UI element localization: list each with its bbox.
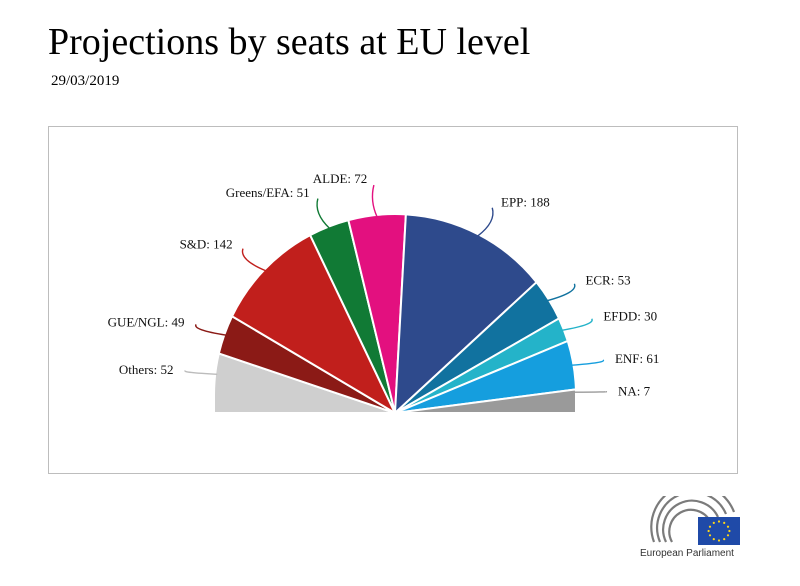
- connector-alde: [371, 184, 378, 218]
- connector-greens-efa: [316, 198, 331, 229]
- connector-ecr: [546, 283, 576, 302]
- connector-epp: [477, 207, 494, 237]
- chart-frame: Others: 52 GUE/NGL: 49 S&D: 142 Greens/EFA:…: [48, 126, 738, 474]
- slice-epp: [393, 213, 538, 416]
- label-na: NA: 7: [618, 384, 651, 399]
- label-ecr: ECR: 53: [585, 273, 630, 288]
- connector-enf: [571, 359, 605, 366]
- label-epp: EPP: 188: [501, 194, 550, 209]
- label-alde: ALDE: 72: [313, 171, 368, 186]
- parliament-emblem-icon: [650, 483, 740, 545]
- label-others: Others: 52: [119, 362, 174, 377]
- connector-gue-ngl: [195, 324, 227, 336]
- label-enf: ENF: 61: [615, 351, 659, 366]
- hemicycle-chart: Others: 52 GUE/NGL: 49 S&D: 142 Greens/EFA:…: [108, 171, 659, 416]
- label-s-d: S&D: 142: [180, 236, 233, 251]
- label-efdd: EFDD: 30: [603, 309, 657, 324]
- european-parliament-logo: European Parliament: [640, 483, 752, 566]
- label-greens-efa: Greens/EFA: 51: [226, 185, 310, 200]
- connector-others: [184, 369, 218, 376]
- logo-text: European Parliament: [640, 548, 734, 559]
- connector-s-d: [241, 248, 267, 272]
- connector-efdd: [561, 318, 593, 331]
- chart-date: 29/03/2019: [51, 73, 120, 89]
- page-title: Projections by seats at EU level: [48, 21, 531, 63]
- label-gue-ngl: GUE/NGL: 49: [108, 314, 185, 329]
